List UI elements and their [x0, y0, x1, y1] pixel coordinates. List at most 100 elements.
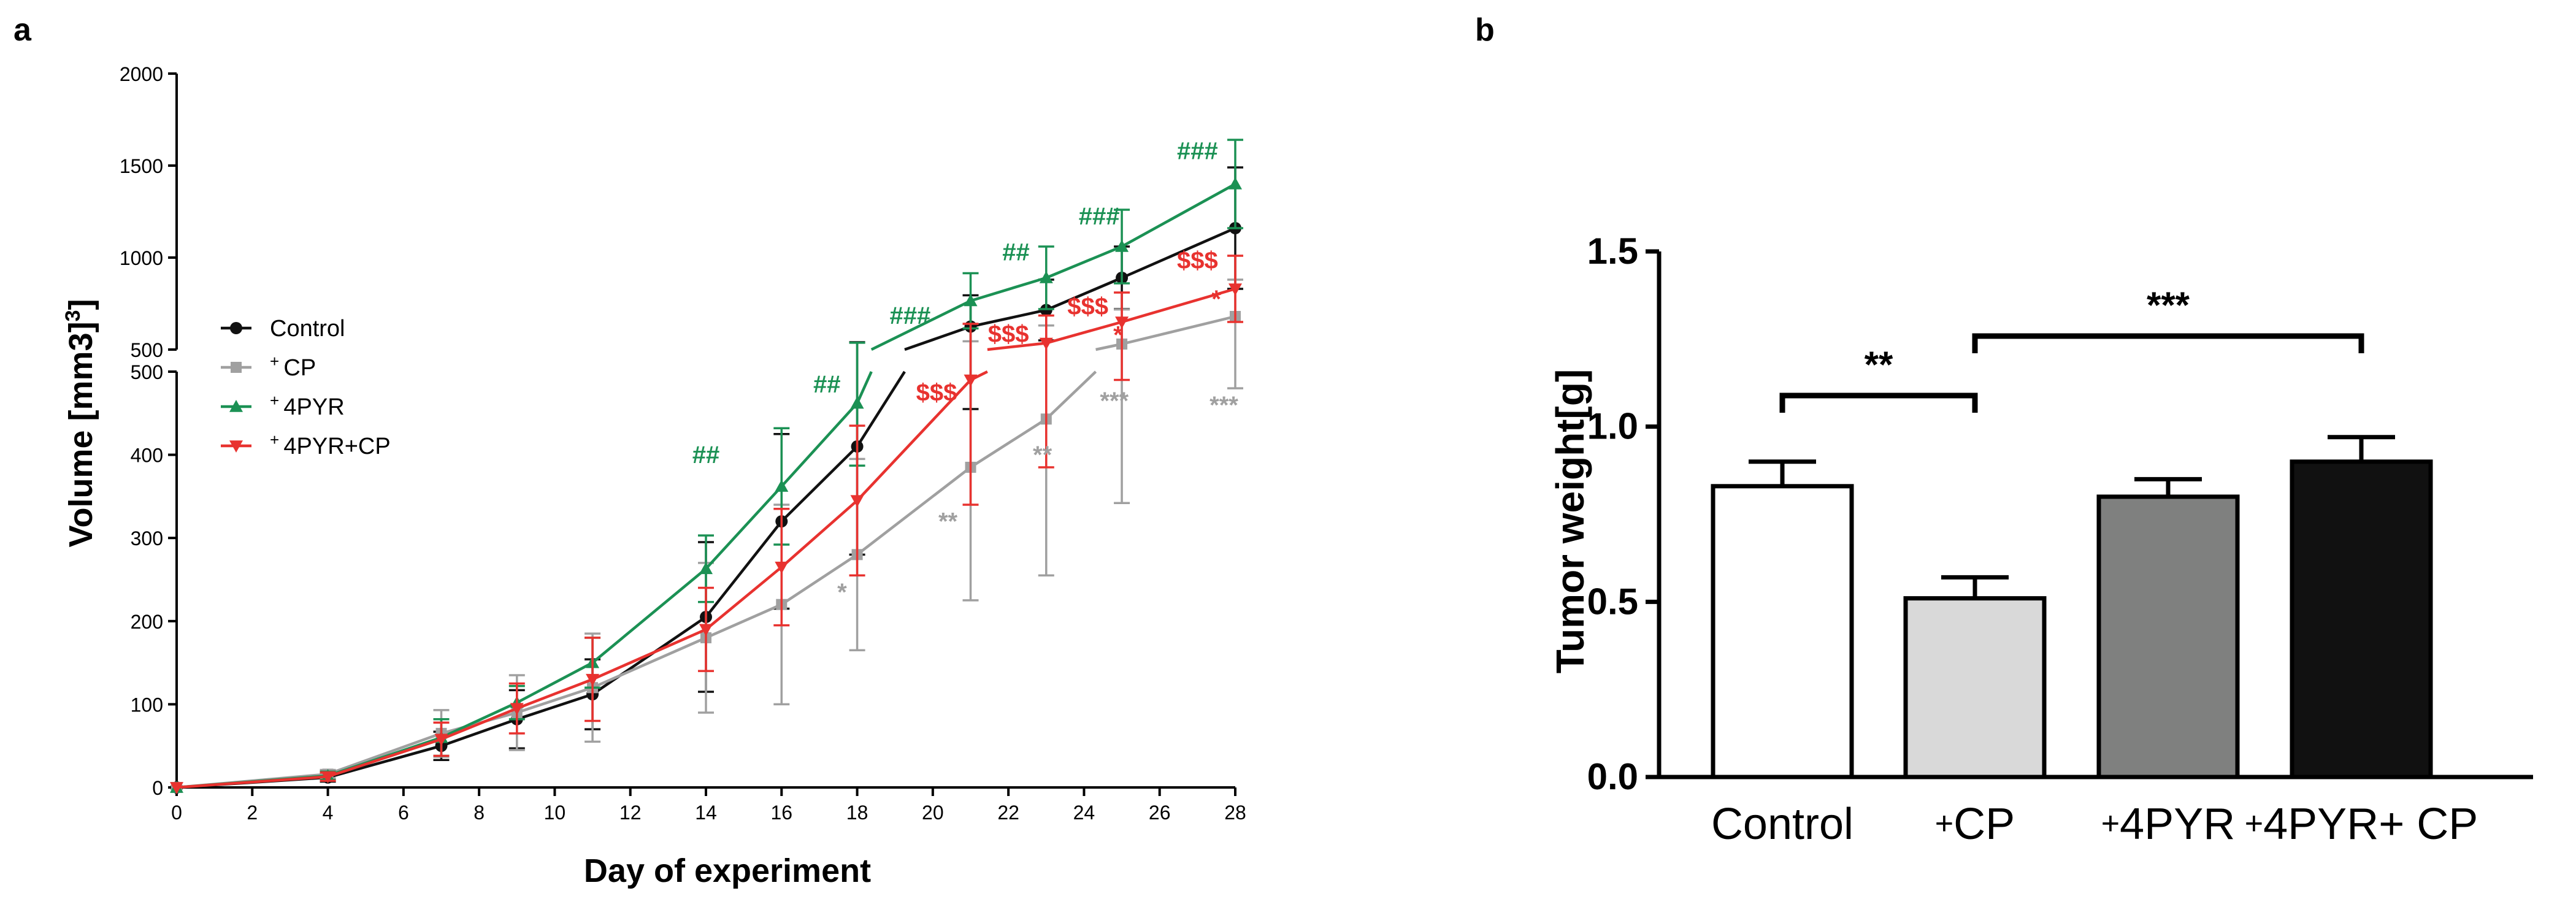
significance-annotation: ** — [1033, 442, 1052, 469]
y-tick-label: 200 — [131, 611, 163, 633]
category-prefix: + — [1935, 806, 1953, 841]
data-point — [850, 495, 864, 508]
bar — [2290, 459, 2433, 779]
y-tick-label: 500 — [131, 339, 163, 361]
x-tick-label: 6 — [398, 802, 409, 824]
legend-marker — [229, 400, 243, 412]
legend-label: 4PYR+CP — [283, 434, 390, 459]
significance-annotation: ## — [1002, 239, 1030, 266]
data-point — [1039, 271, 1053, 283]
series-line-segment — [327, 732, 442, 776]
series-line-segment — [1045, 370, 1097, 420]
legend-entry: Control — [270, 316, 345, 342]
y-tick-label: 2000 — [120, 63, 163, 85]
series-line-segment — [856, 370, 906, 448]
legend-entry: + CP — [270, 352, 316, 381]
series-line-segment — [1045, 276, 1122, 312]
significance-annotation: $$$ — [988, 321, 1029, 348]
significance-annotation: *** — [1100, 388, 1129, 415]
series-line-segment — [705, 485, 783, 570]
bar-chart-tumor-weight: Tumor weight[g] 0.00.51.01.5 Control +CP +… — [1548, 231, 2533, 849]
series-line-segment — [1121, 183, 1236, 248]
data-point — [775, 561, 789, 574]
category-label: +4PYR — [2101, 800, 2235, 849]
bar — [1711, 484, 1854, 779]
series-line-segment — [516, 678, 593, 710]
series-line-segment — [1121, 287, 1236, 324]
data-point — [1115, 316, 1129, 329]
series-line-segment — [516, 692, 593, 721]
data-point — [699, 624, 713, 637]
series-line-segment — [705, 520, 783, 618]
series-line-segment — [327, 745, 442, 779]
series-line-segment — [1121, 315, 1236, 346]
category-label: +CP — [1935, 800, 2015, 849]
x-tick-label: 26 — [1149, 802, 1171, 824]
series-line-segment — [970, 308, 1047, 328]
significance-annotation: * — [837, 579, 847, 606]
series-line-segment — [856, 371, 873, 404]
significance-annotation: ### — [889, 302, 930, 329]
y-tick-label-b: 1.5 — [1587, 231, 1638, 272]
series-line-segment — [780, 499, 859, 569]
data-point — [1115, 240, 1129, 252]
x-tick-label: 20 — [922, 802, 944, 824]
significance-annotation: ### — [1079, 203, 1120, 230]
series-line-segment — [904, 325, 972, 351]
data-point — [321, 771, 335, 784]
legend-prefix: + — [270, 431, 283, 449]
significance-annotation: $$$ — [1067, 293, 1108, 320]
significance-label: ** — [1865, 344, 1893, 385]
legend-marker — [231, 362, 242, 373]
y-tick-label-b: 1.0 — [1587, 406, 1638, 447]
series-line-segment — [516, 661, 594, 704]
data-point — [170, 782, 183, 794]
panel-a-label: a — [13, 12, 32, 48]
x-tick-label: 16 — [770, 802, 792, 824]
x-axis-label: Day of experiment — [584, 852, 871, 889]
series-line-segment — [516, 686, 593, 714]
y-axis-label: Volume [mm3]3] — [61, 299, 99, 548]
x-tick-label: 18 — [846, 802, 868, 824]
series-line-segment — [780, 445, 859, 523]
series-line-segment — [870, 299, 972, 351]
series--4pyr-cp — [170, 255, 1243, 794]
series-line-segment — [705, 603, 783, 639]
series-line-segment — [987, 342, 1047, 351]
significance-bracket — [1972, 333, 2364, 353]
category-label: +4PYR+ CP — [2245, 800, 2478, 849]
x-tick-label: 12 — [619, 802, 642, 824]
significance-annotation: *** — [1209, 392, 1238, 419]
legend-prefix: + — [270, 391, 283, 410]
series-line-segment — [592, 636, 707, 689]
significance-annotation: ### — [1177, 138, 1218, 165]
panel-b-label: b — [1475, 12, 1495, 48]
y-tick-label: 1000 — [120, 247, 163, 269]
x-tick-label: 4 — [323, 802, 334, 824]
category-prefix: + — [2101, 806, 2120, 841]
legend-prefix: + — [270, 352, 283, 370]
series-line-segment — [440, 718, 518, 748]
series-line-segment — [970, 418, 1047, 469]
significance-annotation: ## — [813, 371, 841, 398]
y-axis-label-b: Tumor weight[g] — [1548, 369, 1592, 674]
category-text: 4PYR — [2120, 800, 2235, 849]
series-line-segment — [591, 567, 707, 664]
data-point — [964, 294, 978, 307]
category-text: 4PYR+ CP — [2263, 800, 2478, 849]
series-line-segment — [856, 379, 972, 502]
series-line-segment — [1045, 245, 1122, 280]
y-axis-label-superscript: 3 — [61, 310, 85, 322]
x-tick-label: 22 — [997, 802, 1019, 824]
series-line-segment — [781, 553, 858, 606]
y-tick-label: 1500 — [120, 155, 163, 177]
y-tick-label-b: 0.0 — [1587, 756, 1638, 797]
y-tick-label: 400 — [131, 445, 163, 467]
series-line-segment — [780, 402, 859, 488]
data-point — [775, 480, 789, 492]
data-point — [1039, 337, 1053, 350]
x-tick-label: 10 — [544, 802, 566, 824]
y-tick-label-b: 0.5 — [1587, 581, 1638, 622]
significance-bracket — [1779, 392, 1978, 413]
